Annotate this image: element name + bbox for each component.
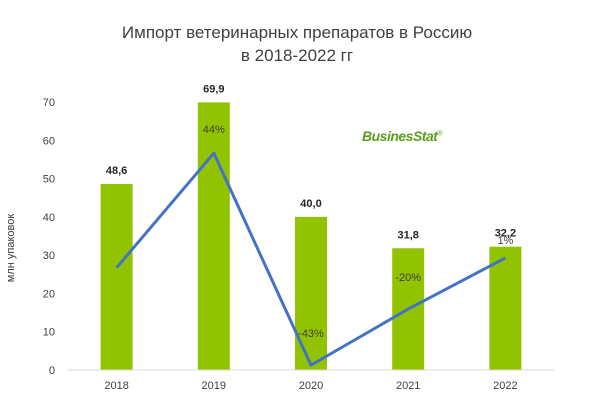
y-tick-label: 60 — [43, 135, 55, 147]
bar-2022 — [489, 246, 522, 370]
bar-value-label: 48,6 — [106, 165, 127, 177]
y-axis-label: млн упаковок — [5, 214, 17, 283]
logo-text: BusinesStat — [362, 128, 438, 144]
growth-label: -20% — [395, 272, 421, 284]
y-tick-label: 50 — [43, 174, 55, 186]
bar-2020 — [295, 216, 327, 370]
y-tick-label: 0 — [49, 365, 55, 377]
x-tick-label: 2022 — [493, 380, 517, 392]
growth-label: 44% — [203, 124, 225, 136]
y-tick-label: 30 — [43, 250, 55, 262]
growth-label: -43% — [298, 328, 324, 340]
x-tick-label: 2018 — [104, 380, 128, 392]
businesstat-logo: BusinesStat® — [362, 128, 443, 144]
y-tick-label: 20 — [43, 288, 55, 300]
x-tick-label: 2019 — [202, 380, 226, 392]
bar-value-label: 31,8 — [397, 229, 418, 241]
x-tick-label: 2020 — [299, 380, 323, 392]
logo-registered-mark: ® — [437, 130, 443, 138]
y-tick-label: 70 — [43, 97, 55, 109]
bar-value-label: 40,0 — [300, 198, 321, 210]
growth-line — [115, 151, 507, 367]
growth-label: 1% — [497, 235, 513, 247]
bar-2019 — [197, 102, 230, 370]
x-tick-label: 2021 — [396, 380, 420, 392]
bar-2018 — [100, 183, 133, 370]
bar-value-label: 69,9 — [203, 83, 224, 95]
chart-title-line2: в 2018-2022 гг — [240, 46, 354, 65]
bar-value-label: 32,2 — [495, 228, 516, 240]
y-tick-label: 40 — [43, 212, 55, 224]
y-tick-label: 10 — [43, 327, 55, 339]
chart-title-line1: Импорт ветеринарных препаратов в Россию — [121, 23, 473, 42]
